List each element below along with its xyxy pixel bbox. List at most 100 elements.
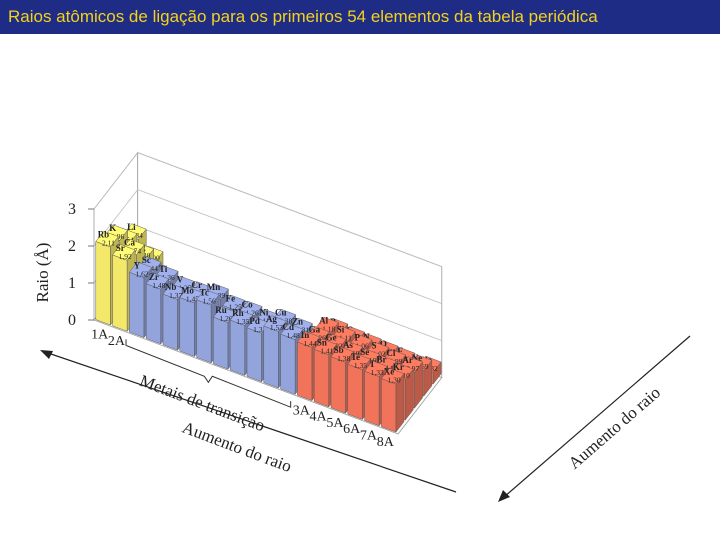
element-symbol: Sn [317, 337, 327, 347]
element-radius-value: 1,06 [356, 342, 369, 351]
element-symbol: Ru [215, 305, 227, 315]
element-symbol: Tc [200, 288, 209, 298]
group-label-5a: 5A [326, 416, 344, 431]
element-symbol: Li [127, 222, 136, 232]
bar-front-face [297, 341, 313, 401]
element-symbol: Y [134, 260, 141, 270]
group-label-3a: 3A [293, 403, 311, 418]
element-symbol: N [363, 332, 370, 342]
bar-front-face [179, 297, 195, 357]
element-symbol: Al [319, 316, 328, 326]
element-radius-value: 1,38 [337, 354, 350, 363]
element-symbol: Rh [232, 308, 244, 318]
bar-top-face [212, 306, 237, 323]
element-radius-value: 1,37 [169, 291, 182, 300]
element-bar-xe: Xe1,30 [380, 367, 405, 433]
group-label-1a: 1A [91, 328, 109, 343]
element-symbol: Ne [412, 353, 423, 363]
element-symbol: Cl [386, 348, 395, 358]
element-radius-value: 1,56 [203, 297, 216, 306]
bar-front-face [145, 283, 161, 345]
element-symbol: Ag [266, 314, 277, 324]
element-symbol: Mn [207, 282, 221, 292]
y-axis-label: Raio (Å) [33, 243, 52, 303]
group-label-6a: 6A [343, 422, 361, 437]
bar-top-face [95, 230, 119, 248]
element-symbol: Kr [393, 362, 404, 372]
page-title: Raios atômicos de ligação para os primei… [8, 7, 598, 26]
element-radius-value: 1,36 [162, 273, 175, 282]
element-radius-value: 1,25 [229, 302, 242, 311]
right-arrow-label: Aumento do raio [565, 383, 664, 473]
element-symbol: Ti [159, 264, 168, 274]
element-symbol: Co [242, 299, 253, 309]
bar-top-face [112, 244, 136, 261]
element-radius-value: 1,33 [371, 368, 384, 377]
element-bar-in: In1,44 [296, 330, 321, 402]
bar-front-face [162, 293, 178, 351]
bar-top-face [229, 309, 254, 326]
element-symbol: F [397, 346, 403, 356]
bar-front-face [129, 271, 145, 338]
bar-top-face [364, 360, 388, 377]
element-symbol: Br [377, 354, 387, 364]
element-symbol: Rb [98, 230, 110, 240]
element-symbol: Ar [402, 355, 413, 365]
bar-front-face [213, 316, 229, 370]
bar-top-face [263, 315, 287, 332]
element-radius-value: 1,31 [253, 325, 266, 334]
bar-top-face [145, 273, 170, 290]
y-tick-label: 1 [68, 275, 76, 292]
bar-front-face [330, 356, 346, 414]
element-symbol: Sb [334, 345, 344, 355]
element-symbol: As [343, 340, 353, 350]
element-radius-value: 1,45 [186, 294, 199, 303]
bar-front-face [313, 348, 329, 408]
element-symbol: Cr [191, 280, 202, 290]
bar-top-face [347, 353, 371, 370]
element-symbol: Si [337, 324, 345, 334]
gridline [93, 152, 442, 267]
front-arrow-label: Aumento do raio [180, 418, 295, 476]
bar-front-face [112, 254, 128, 332]
element-symbol: I [370, 359, 374, 369]
bar-front-face [95, 241, 111, 326]
element-radius-value: 1,26 [219, 314, 232, 323]
element-symbol: Pd [249, 316, 260, 326]
element-symbol: Cu [275, 308, 287, 318]
element-radius-value: 1,26 [246, 308, 259, 317]
transition-bracket [125, 339, 292, 408]
element-symbol: Nb [165, 282, 177, 292]
front-arrow-line [47, 352, 457, 493]
element-radius-value: 1,11 [339, 333, 352, 342]
bar-front-face [196, 299, 212, 364]
right-arrow-line [503, 335, 691, 498]
element-symbol: O [380, 339, 387, 349]
element-radius-value: 1,30 [387, 376, 400, 385]
element-symbol: K [109, 223, 116, 233]
bar-front-face [381, 378, 397, 433]
element-symbol: Sr [116, 243, 125, 253]
y-tick-label: 0 [68, 312, 76, 329]
element-symbol: V [177, 275, 184, 285]
element-symbol: Zr [149, 272, 159, 282]
bar-front-face [263, 325, 279, 389]
element-bars: H0,37He0,32Li1,34Be0,90B0,82C0,77N0,75O0… [95, 222, 442, 433]
element-symbol: Mo [181, 285, 194, 295]
element-symbol: Ga [309, 325, 321, 335]
element-radius-value: 1,48 [152, 281, 165, 290]
element-radius-value: 0,97 [406, 364, 419, 373]
element-symbol: Fe [226, 293, 236, 303]
element-radius-value: 1,62 [135, 269, 148, 278]
group-label-2a: 2A [108, 334, 126, 349]
bar-front-face [229, 319, 245, 376]
bar-front-face [246, 327, 262, 383]
bar-top-face [330, 346, 354, 363]
group-label-7a: 7A [360, 429, 378, 444]
element-symbol: Ni [259, 308, 268, 318]
element-radius-value: 1,18 [322, 325, 335, 334]
bar-top-face [196, 289, 220, 306]
front-arrow-head [40, 350, 53, 359]
bar-top-face [162, 283, 186, 300]
element-radius-value: 1,44 [303, 339, 316, 348]
